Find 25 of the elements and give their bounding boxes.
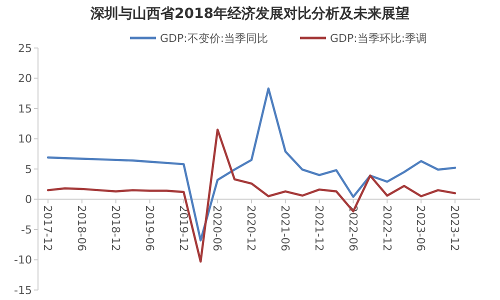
y-tick-label: 0 [25,193,32,206]
x-tick-label: 2021-06 [278,205,292,252]
y-tick-label: 10 [18,132,32,146]
y-tick-label: 15 [18,102,32,116]
y-tick-label: -15 [14,284,32,297]
x-tick-label: 2018-06 [75,205,88,252]
x-tick-label: 2019-06 [142,205,156,252]
chart-title: 深圳与山西省2018年经济发展对比分析及未来展望 [90,5,410,22]
x-tick-label: 2017-12 [41,205,54,252]
x-tick-label: 2022-12 [380,205,394,252]
legend-label: GDP:不变价:当季同比 [160,32,268,45]
x-tick-label: 2021-12 [312,205,326,252]
x-tick-label: 2020-12 [244,205,258,252]
y-tick-label: -5 [21,223,32,236]
y-tick-label: 5 [25,162,32,176]
x-tick-label: 2018-12 [108,205,122,252]
x-tick-label: 2022-06 [346,205,360,252]
x-tick-label: 2023-06 [414,205,428,252]
y-tick-label: -10 [14,254,32,267]
y-tick-label: 25 [18,42,32,55]
y-tick-label: 20 [18,72,32,86]
x-tick-label: 2019-12 [176,205,190,252]
x-tick-label: 2020-06 [210,205,224,252]
x-tick-label: 2023-12 [448,205,462,252]
legend-label: GDP:当季环比:季调 [330,32,428,45]
